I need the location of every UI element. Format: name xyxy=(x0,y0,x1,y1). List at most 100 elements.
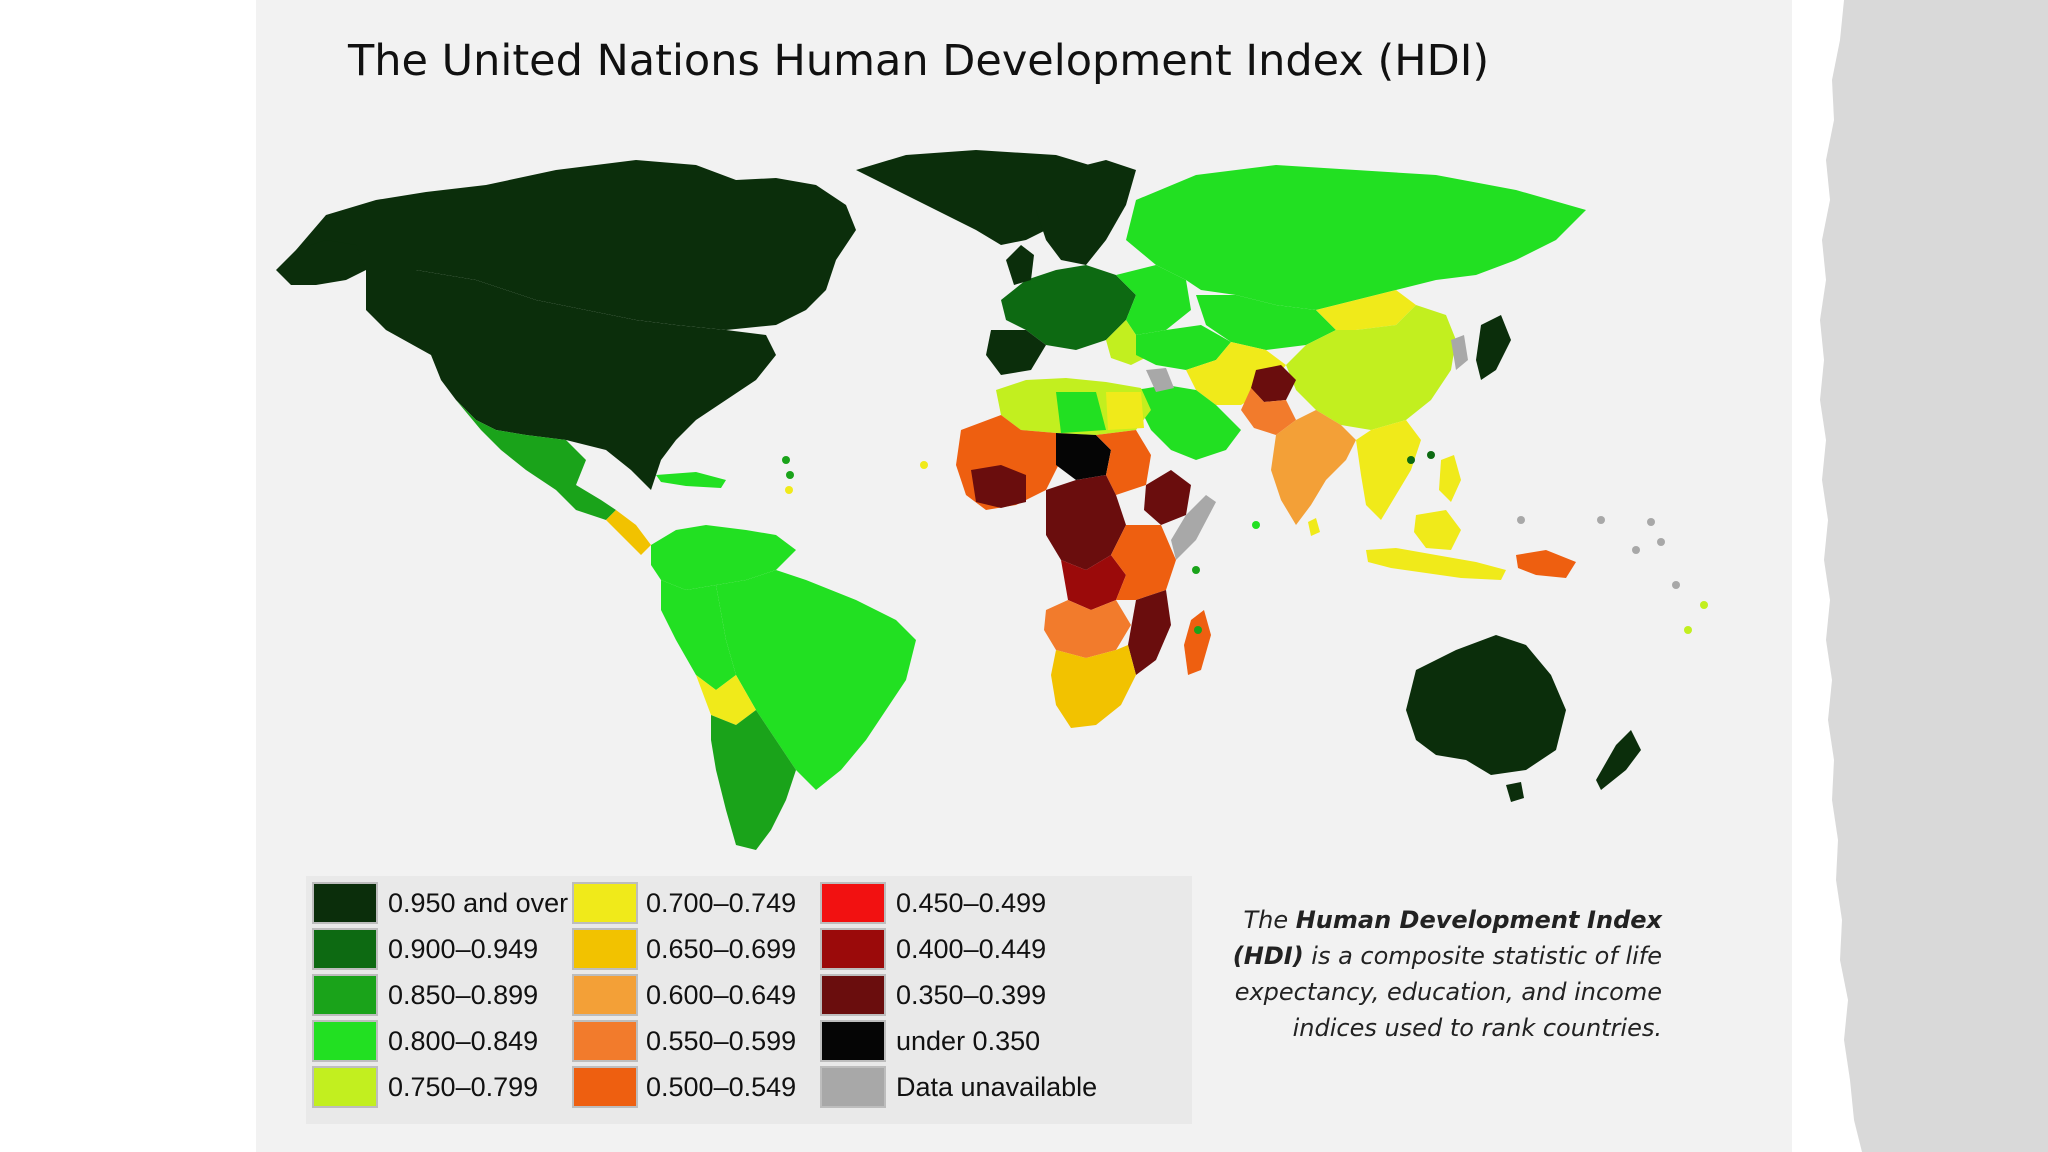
slide: The United Nations Human Development Ind… xyxy=(256,0,1792,1152)
island-marker xyxy=(1632,546,1640,554)
island-marker xyxy=(1194,626,1202,634)
island-marker xyxy=(1407,456,1415,464)
region-central-africa xyxy=(1046,475,1126,570)
region-turkey-caucasus xyxy=(1136,325,1231,370)
region-east-africa xyxy=(1111,525,1176,600)
legend-swatch xyxy=(820,882,886,924)
region-argentina-chile xyxy=(711,710,796,850)
legend-label: 0.750–0.799 xyxy=(388,1072,539,1102)
legend-swatch xyxy=(820,1066,886,1108)
description-prefix: The xyxy=(1243,906,1296,934)
region-australia xyxy=(1406,635,1566,775)
region-philippines xyxy=(1439,455,1461,502)
region-congo xyxy=(1061,555,1126,610)
region-india xyxy=(1271,410,1356,525)
region-caribbean xyxy=(656,472,726,488)
legend-swatch xyxy=(820,1020,886,1062)
region-egypt xyxy=(1106,392,1144,430)
region-brazil xyxy=(716,570,916,790)
world-hdi-map xyxy=(276,150,1708,850)
legend-label: 0.350–0.399 xyxy=(896,980,1047,1010)
legend-swatch xyxy=(572,1020,638,1062)
legend-label: under 0.350 xyxy=(896,1026,1041,1056)
island-marker xyxy=(786,471,794,479)
island-marker xyxy=(1700,601,1708,609)
region-madagascar xyxy=(1184,610,1211,675)
region-mongolia xyxy=(1316,290,1416,330)
legend-label: 0.700–0.749 xyxy=(646,888,797,918)
island-marker xyxy=(1427,451,1435,459)
region-niger-chad xyxy=(1056,433,1111,480)
island-marker xyxy=(920,461,928,469)
region-sudan xyxy=(1096,430,1151,495)
region-borneo xyxy=(1414,510,1461,550)
island-marker xyxy=(782,456,790,464)
legend-label: 0.400–0.449 xyxy=(896,934,1047,964)
description-rest: is a composite statistic of life expecta… xyxy=(1234,942,1662,1042)
legend-swatch xyxy=(572,882,638,924)
legend-swatch xyxy=(820,974,886,1016)
island-marker xyxy=(785,486,793,494)
legend-swatch xyxy=(572,928,638,970)
region-colombia-venezuela xyxy=(651,525,796,590)
region-uk xyxy=(1006,245,1034,285)
region-angola-zambia xyxy=(1044,600,1131,658)
region-eastern-europe xyxy=(1116,265,1191,335)
region-mali-guinea xyxy=(971,465,1026,508)
legend-label: 0.850–0.899 xyxy=(388,980,539,1010)
legend-swatch xyxy=(572,974,638,1016)
region-kazakhstan xyxy=(1196,295,1336,350)
legend-label: 0.550–0.599 xyxy=(646,1026,797,1056)
region-mexico xyxy=(456,400,616,520)
region-central-america xyxy=(606,510,651,555)
legend: 0.950 and over 0.900–0.949 0.850–0.899 0.80… xyxy=(306,876,1192,1124)
legend-label: 0.900–0.949 xyxy=(388,934,539,964)
region-new-guinea xyxy=(1516,550,1576,578)
legend-label: 0.450–0.499 xyxy=(896,888,1047,918)
region-china xyxy=(1286,305,1456,430)
map-title: The United Nations Human Development Ind… xyxy=(348,36,1490,86)
legend-label: 0.650–0.699 xyxy=(646,934,797,964)
region-alaska xyxy=(276,240,366,285)
legend-swatch xyxy=(572,1066,638,1108)
island-marker xyxy=(1192,566,1200,574)
region-afghanistan xyxy=(1251,365,1296,402)
region-japan xyxy=(1476,315,1511,380)
region-scandinavia xyxy=(1036,160,1136,265)
region-russia xyxy=(1126,165,1586,310)
region-new-zealand xyxy=(1596,730,1641,790)
region-horn-somalia xyxy=(1171,495,1216,560)
island-marker xyxy=(1647,518,1655,526)
region-ethiopia xyxy=(1144,470,1191,525)
region-bolivia xyxy=(696,675,756,725)
island-marker xyxy=(1597,516,1605,524)
legend-swatch xyxy=(312,882,378,924)
region-arabia xyxy=(1136,385,1241,460)
legend-label: 0.500–0.549 xyxy=(646,1072,797,1102)
region-indonesia xyxy=(1366,548,1506,580)
region-western-europe xyxy=(1001,265,1136,350)
region-pakistan xyxy=(1241,388,1296,435)
region-southeast-asia xyxy=(1356,420,1421,520)
legend-swatch xyxy=(312,928,378,970)
legend-swatch xyxy=(820,928,886,970)
description-text: The Human Development Index (HDI) is a c… xyxy=(1216,902,1662,1046)
region-korea xyxy=(1451,335,1468,370)
legend-swatch xyxy=(312,1066,378,1108)
region-peru-ecuador xyxy=(661,580,736,690)
legend-swatch xyxy=(312,1020,378,1062)
region-iberia xyxy=(986,330,1046,375)
region-mozambique xyxy=(1128,590,1171,675)
region-sri-lanka xyxy=(1308,518,1320,536)
island-marker xyxy=(1684,626,1692,634)
torn-paper-edge xyxy=(1792,0,2048,1152)
island-marker xyxy=(1517,516,1525,524)
legend-label: 0.950 and over xyxy=(388,888,569,918)
legend-label: Data unavailable xyxy=(896,1072,1098,1102)
region-canada xyxy=(296,160,856,330)
legend-label: 0.800–0.849 xyxy=(388,1026,539,1056)
island-marker xyxy=(1657,538,1665,546)
legend-label: 0.600–0.649 xyxy=(646,980,797,1010)
description-bold-2: Index (HDI) xyxy=(1232,906,1662,970)
region-usa xyxy=(366,270,776,490)
